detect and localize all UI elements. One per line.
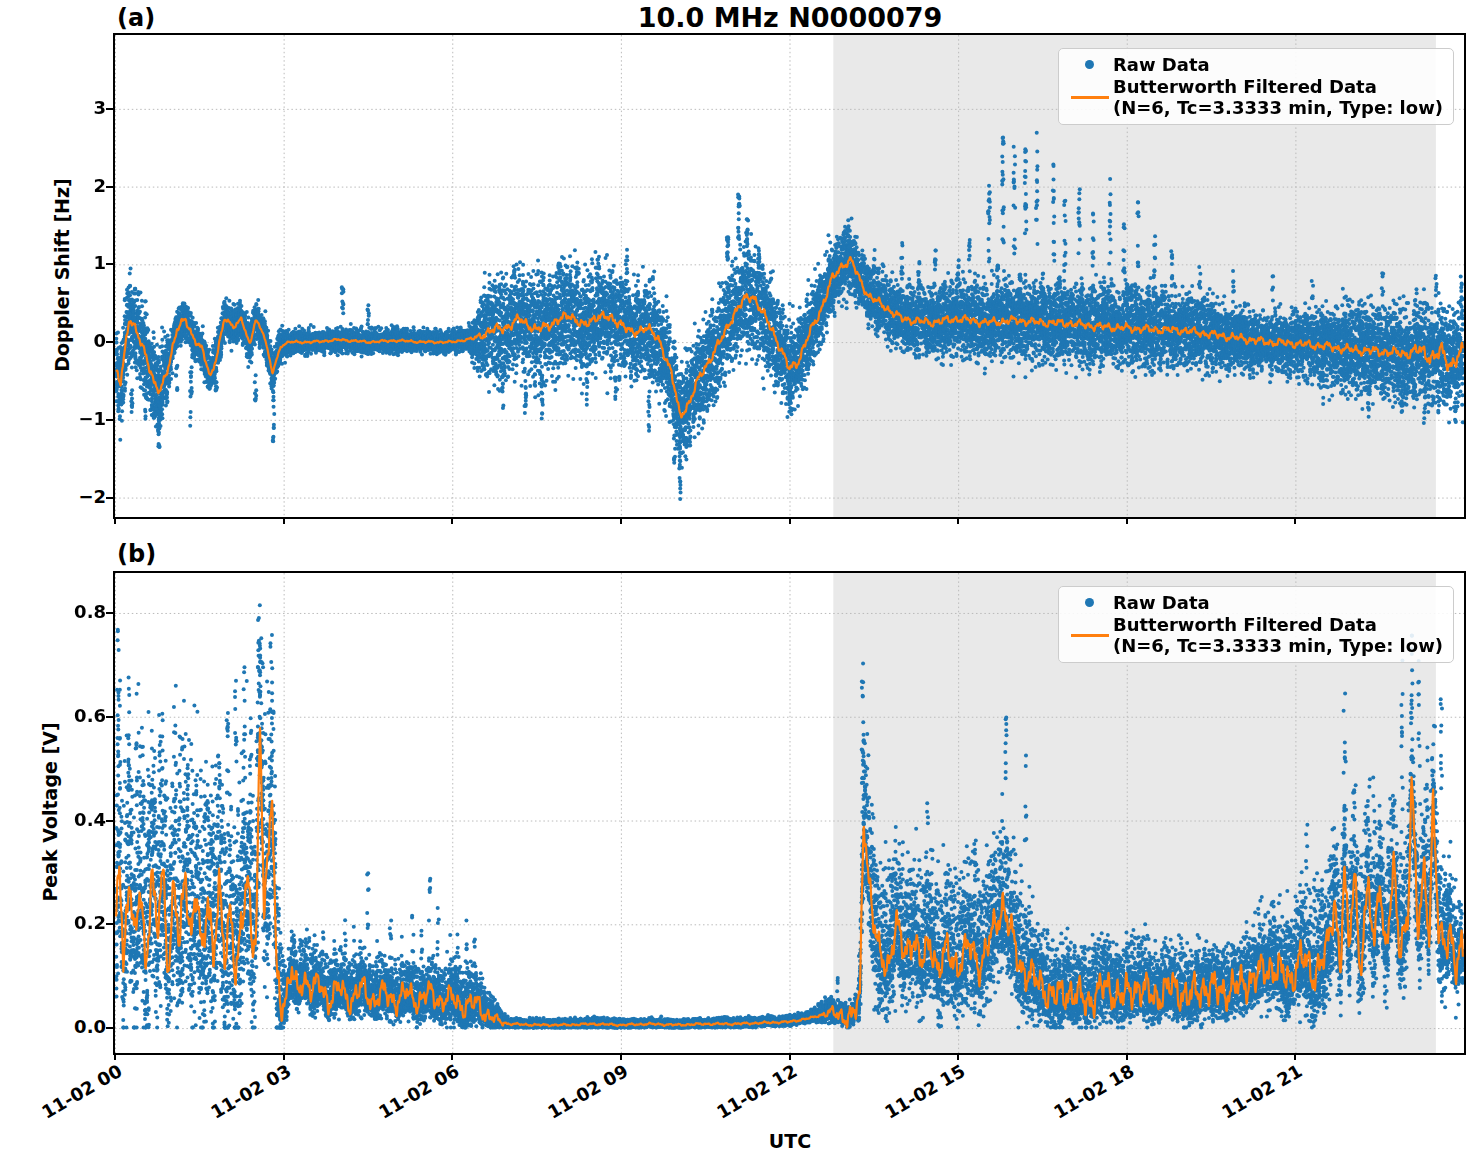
filtered-line-icon (1071, 634, 1109, 637)
x-tick-label: 11-02 00 (2, 1060, 125, 1143)
x-tick-label: 11-02 03 (171, 1060, 294, 1143)
legend-raw-label: Raw Data (1113, 54, 1210, 76)
legend-entry-filtered: Butterworth Filtered Data(N=6, Tc=3.3333… (1067, 614, 1443, 657)
legend-entry-raw: Raw Data (1067, 54, 1443, 76)
raw-data-dot-icon (1085, 598, 1094, 607)
y-tick-mark (106, 341, 113, 343)
y-tick-mark (106, 263, 113, 265)
y-tick-label: 0.6 (36, 705, 106, 726)
y-tick-mark (106, 497, 113, 499)
y-tick-mark (106, 186, 113, 188)
legend-raw-marker-cell (1067, 60, 1113, 69)
legend-filtered-label: Butterworth Filtered Data(N=6, Tc=3.3333… (1113, 614, 1443, 657)
axes-a: Raw Data Butterworth Filtered Data(N=6, … (113, 33, 1466, 519)
figure-title: 10.0 MHz N0000079 (440, 2, 1140, 33)
x-tick-mark (1126, 519, 1128, 524)
figure: 10.0 MHz N0000079 (a) Doppler Shift [Hz]… (0, 0, 1472, 1172)
y-tick-mark (106, 716, 113, 718)
y-tick-label: 0.0 (36, 1016, 106, 1037)
legend-filtered-label-line1: Butterworth Filtered Data (1113, 614, 1377, 635)
y-tick-mark (106, 820, 113, 822)
legend-raw-label: Raw Data (1113, 592, 1210, 614)
x-tick-mark (957, 519, 959, 524)
filtered-line-icon (1071, 96, 1109, 99)
x-axis-label: UTC (730, 1130, 850, 1152)
y-tick-label: 0.2 (36, 912, 106, 933)
x-tick-label: 11-02 18 (1014, 1060, 1137, 1143)
y-tick-label: 2 (36, 175, 106, 196)
y-tick-mark (106, 612, 113, 614)
raw-data-dot-icon (1085, 60, 1094, 69)
legend-filtered-label-line2: (N=6, Tc=3.3333 min, Type: low) (1113, 635, 1443, 656)
legend-entry-filtered: Butterworth Filtered Data(N=6, Tc=3.3333… (1067, 76, 1443, 119)
x-tick-mark (451, 519, 453, 524)
x-tick-mark (114, 519, 116, 524)
legend-entry-raw: Raw Data (1067, 592, 1443, 614)
axes-b: Raw Data Butterworth Filtered Data(N=6, … (113, 571, 1466, 1055)
y-tick-label: 0.8 (36, 601, 106, 622)
legend-filtered-marker-cell (1067, 634, 1113, 637)
x-tick-mark (620, 519, 622, 524)
x-tick-label: 11-02 09 (508, 1060, 631, 1143)
panel-a-label: (a) (117, 4, 155, 32)
x-tick-label: 11-02 21 (1183, 1060, 1306, 1143)
legend-raw-marker-cell (1067, 598, 1113, 607)
y-axis-label-a: Doppler Shift [Hz] (51, 125, 73, 425)
legend-filtered-label-line2: (N=6, Tc=3.3333 min, Type: low) (1113, 97, 1443, 118)
y-tick-mark (106, 923, 113, 925)
panel-b-label: (b) (117, 540, 156, 568)
legend-a: Raw Data Butterworth Filtered Data(N=6, … (1058, 48, 1454, 125)
x-tick-label: 11-02 15 (846, 1060, 969, 1143)
y-tick-label: −2 (36, 486, 106, 507)
y-tick-label: 3 (36, 97, 106, 118)
y-tick-label: 1 (36, 252, 106, 273)
x-tick-mark (789, 519, 791, 524)
y-tick-label: 0.4 (36, 809, 106, 830)
y-tick-label: 0 (36, 330, 106, 351)
legend-filtered-label-line1: Butterworth Filtered Data (1113, 76, 1377, 97)
y-tick-label: −1 (36, 408, 106, 429)
y-tick-mark (106, 419, 113, 421)
legend-b: Raw Data Butterworth Filtered Data(N=6, … (1058, 586, 1454, 663)
x-tick-mark (1294, 519, 1296, 524)
legend-filtered-label: Butterworth Filtered Data(N=6, Tc=3.3333… (1113, 76, 1443, 119)
legend-filtered-marker-cell (1067, 96, 1113, 99)
x-tick-label: 11-02 06 (340, 1060, 463, 1143)
x-tick-mark (283, 519, 285, 524)
y-tick-mark (106, 108, 113, 110)
y-tick-mark (106, 1027, 113, 1029)
